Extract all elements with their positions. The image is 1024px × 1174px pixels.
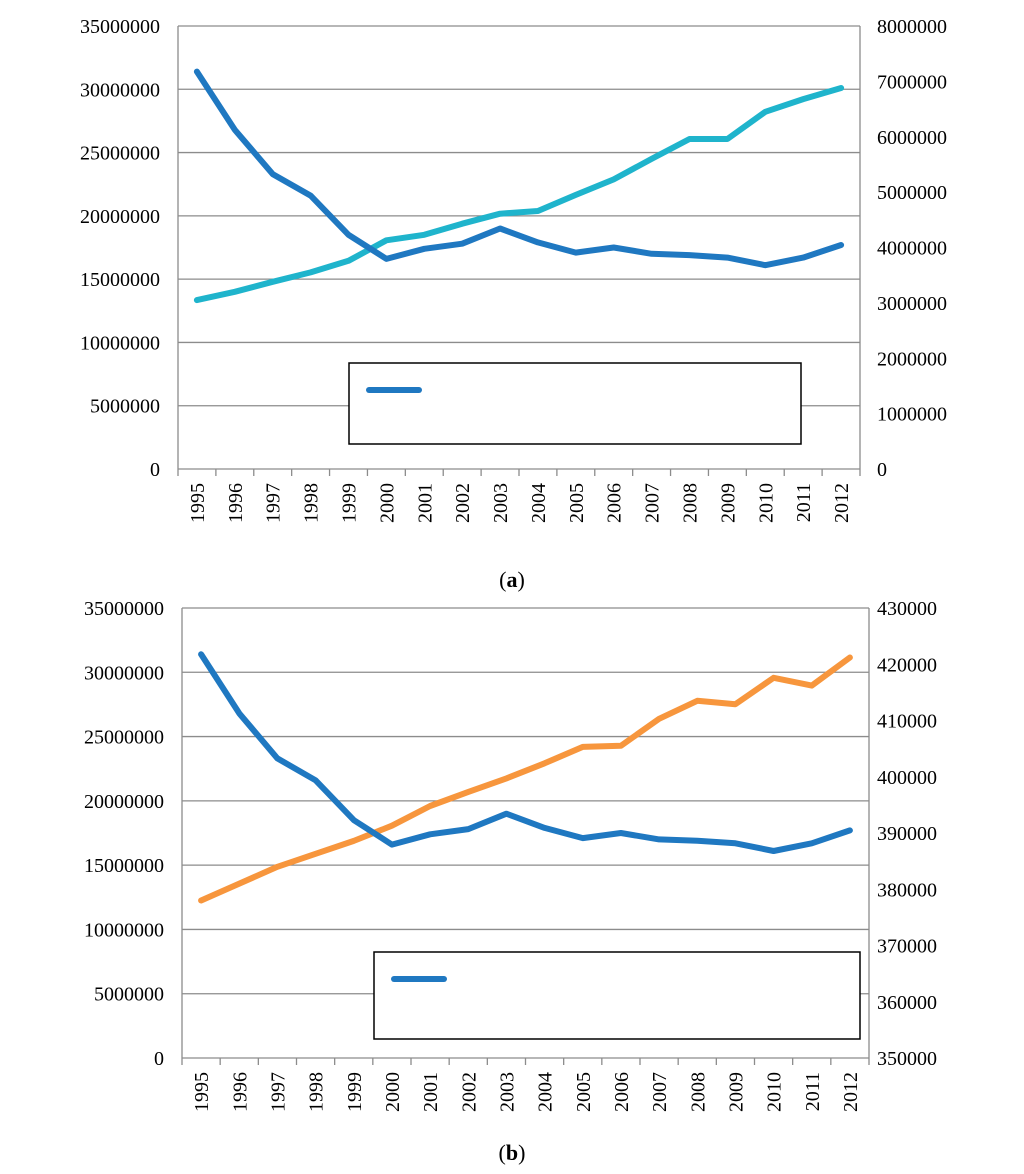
y2-tick-label: 400000 xyxy=(877,767,937,789)
x-tick-label: 2006 xyxy=(604,483,626,523)
x-tick-label: 2002 xyxy=(452,483,474,523)
y-tick-label: 30000000 xyxy=(80,79,160,101)
series-line-desalination xyxy=(198,651,853,854)
y2-tick-label: 6000000 xyxy=(877,127,947,149)
y2-tick-label: 3000000 xyxy=(877,293,947,315)
x-tick-label: 1996 xyxy=(229,1072,251,1112)
y2-tick-label: 360000 xyxy=(877,992,937,1014)
x-tick-label: 2005 xyxy=(573,1072,595,1112)
y2-tick-label: 380000 xyxy=(877,879,937,901)
y-tick-label: 25000000 xyxy=(84,727,164,749)
y-tick-label: 20000000 xyxy=(80,206,160,228)
y2-tick-label: 410000 xyxy=(877,711,937,733)
y2-tick-label: 430000 xyxy=(877,598,937,620)
legend xyxy=(348,362,802,445)
x-tick-label: 2001 xyxy=(414,483,436,523)
x-tick-label: 1995 xyxy=(191,1072,213,1112)
y2-tick-label: 370000 xyxy=(877,936,937,958)
y-tick-label: 15000000 xyxy=(84,855,164,877)
x-tick-label: 2011 xyxy=(793,483,815,522)
y2-tick-label: 2000000 xyxy=(877,348,947,370)
legend xyxy=(373,951,861,1040)
series-line-right-axis xyxy=(193,85,845,304)
x-tick-label: 1997 xyxy=(263,483,285,523)
y-tick-label: 10000000 xyxy=(84,919,164,941)
x-tick-label: 2008 xyxy=(687,1072,709,1112)
y2-tick-label: 420000 xyxy=(877,654,937,676)
x-tick-label: 2011 xyxy=(802,1072,824,1111)
x-tick-label: 1998 xyxy=(306,1072,328,1112)
y2-tick-label: 7000000 xyxy=(877,71,947,93)
y-tick-label: 0 xyxy=(154,1048,164,1070)
x-tick-label: 1997 xyxy=(267,1072,289,1112)
x-tick-label: 2000 xyxy=(376,483,398,523)
x-tick-label: 2006 xyxy=(611,1072,633,1112)
x-tick-label: 2005 xyxy=(566,483,588,523)
y-tick-label: 5000000 xyxy=(90,396,160,418)
x-tick-label: 1999 xyxy=(339,483,361,523)
x-tick-label: 1995 xyxy=(187,483,209,523)
y2-tick-label: 1000000 xyxy=(877,404,947,426)
y-tick-label: 0 xyxy=(150,459,160,481)
x-tick-label: 2002 xyxy=(458,1072,480,1112)
y-tick-label: 25000000 xyxy=(80,143,160,165)
chart-panel-a: 0500000010000000150000002000000025000000… xyxy=(80,16,947,592)
y-tick-label: 10000000 xyxy=(80,332,160,354)
y-tick-label: 30000000 xyxy=(84,662,164,684)
y-tick-label: 20000000 xyxy=(84,791,164,813)
x-tick-label: 1999 xyxy=(344,1072,366,1112)
chart-panel-b: 0 5000000 10000000 15000000 20000000 25000000… xyxy=(84,598,937,1165)
series-line-right-axis xyxy=(198,654,853,904)
y-tick-label: 35000000 xyxy=(80,16,160,38)
panel-label: (b) xyxy=(499,1140,526,1165)
y2-tick-label: 5000000 xyxy=(877,182,947,204)
y2-tick-label: 8000000 xyxy=(877,16,947,38)
y2-tick-label: 390000 xyxy=(877,823,937,845)
y2-tick-label: 350000 xyxy=(877,1048,937,1070)
x-tick-label: 2007 xyxy=(642,483,664,523)
x-tick-label: 2009 xyxy=(717,483,739,523)
y-tick-label: 5000000 xyxy=(94,984,164,1006)
x-tick-label: 2012 xyxy=(831,483,853,523)
y-tick-label: 35000000 xyxy=(84,598,164,620)
legend-box xyxy=(348,362,802,445)
x-tick-label: 2010 xyxy=(755,483,777,523)
x-tick-label: 2001 xyxy=(420,1072,442,1112)
x-tick-label: 2004 xyxy=(528,483,550,523)
y-tick-label: 15000000 xyxy=(80,269,160,291)
series-line-desalination xyxy=(193,68,845,269)
x-tick-label: 2000 xyxy=(382,1072,404,1112)
x-tick-label: 2009 xyxy=(725,1072,747,1112)
y2-tick-label: 0 xyxy=(877,459,887,481)
x-tick-label: 2012 xyxy=(840,1072,862,1112)
x-tick-label: 2010 xyxy=(764,1072,786,1112)
panel-label: (a) xyxy=(499,567,525,592)
x-tick-label: 2004 xyxy=(535,1072,557,1112)
x-tick-label: 2008 xyxy=(680,483,702,523)
x-tick-label: 2007 xyxy=(649,1072,671,1112)
legend-box xyxy=(373,951,861,1040)
x-tick-label: 1996 xyxy=(225,483,247,523)
x-tick-label: 1998 xyxy=(301,483,323,523)
y2-tick-label: 4000000 xyxy=(877,238,947,260)
x-tick-label: 2003 xyxy=(490,483,512,523)
x-tick-label: 2003 xyxy=(496,1072,518,1112)
